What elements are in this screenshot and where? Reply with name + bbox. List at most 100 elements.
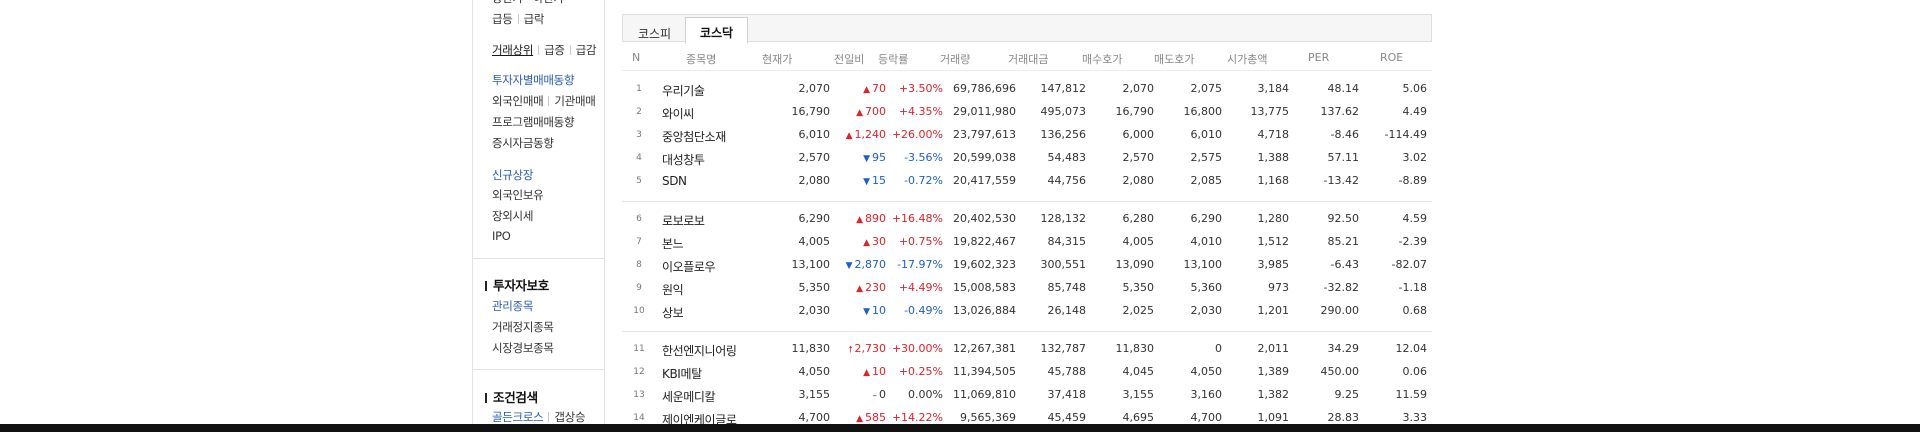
header-rate: 등락률 xyxy=(878,53,909,66)
bid-price: 2,570 xyxy=(1122,151,1155,164)
tab-kospi[interactable]: 코스피 xyxy=(637,27,672,41)
roe: -8.89 xyxy=(1398,174,1427,187)
volume-ranking-panel: 코스피 코스닥 N 종목명 현재가 전일비 등락률 거래량 거래대금 매수호가 매도호가 시가총액… xyxy=(622,0,1432,432)
ask-price: 16,800 xyxy=(1183,105,1223,118)
volume: 13,026,884 xyxy=(953,304,1016,317)
change-rate: -3.56% xyxy=(904,151,943,164)
stock-name[interactable]: 대성창투 xyxy=(662,153,705,167)
change-rate: +4.35% xyxy=(898,105,943,118)
row-number: 11 xyxy=(633,344,645,354)
stock-name[interactable]: 이오플로우 xyxy=(662,260,716,274)
per: -32.82 xyxy=(1323,281,1359,294)
stock-name[interactable]: 상보 xyxy=(662,306,684,320)
stock-name[interactable]: 중앙첨단소재 xyxy=(662,130,726,144)
stock-name[interactable]: 우리기술 xyxy=(662,84,705,98)
sidebar-item-rise[interactable]: 급등 xyxy=(492,12,513,26)
sidebar-item-otc-price[interactable]: 장외시세 xyxy=(492,209,534,223)
change-value: 2,730 xyxy=(854,342,887,355)
up-arrow-icon: ▲ xyxy=(856,284,863,294)
down-arrow-icon: ▼ xyxy=(863,307,870,317)
change-rate: -17.97% xyxy=(897,258,943,271)
row-number: 2 xyxy=(636,107,642,117)
change-value: 2,870 xyxy=(854,258,887,271)
tab-kosdaq[interactable]: 코스닥 xyxy=(685,17,748,44)
trade-amount: 44,756 xyxy=(1047,174,1087,187)
sidebar-item-new-listing[interactable]: 신규상장 xyxy=(492,168,534,182)
down-arrow-icon: ▼ xyxy=(845,261,853,271)
header-change: 전일비 xyxy=(834,53,865,66)
sidebar-item-program-trend[interactable]: 프로그램매매동향 xyxy=(492,115,575,129)
up-arrow-icon: ▲ xyxy=(845,131,853,141)
sidebar-item-market-warning[interactable]: 시장경보종목 xyxy=(492,341,554,355)
stock-name[interactable]: KBI메탈 xyxy=(662,367,702,381)
volume: 12,267,381 xyxy=(953,342,1016,355)
change-rate: +0.75% xyxy=(898,235,943,248)
group-divider xyxy=(622,201,1432,202)
per: 28.83 xyxy=(1327,411,1360,424)
volume: 69,786,696 xyxy=(953,82,1016,95)
market-cap: 1,168 xyxy=(1257,174,1290,187)
current-price: 4,050 xyxy=(798,365,831,378)
volume: 11,069,810 xyxy=(953,388,1016,401)
sidebar-item-managed[interactable]: 관리종목 xyxy=(492,299,534,313)
stock-name[interactable]: 로보로보 xyxy=(662,214,705,228)
bid-price: 2,025 xyxy=(1122,304,1155,317)
current-price: 16,790 xyxy=(791,105,831,118)
per: 57.11 xyxy=(1327,151,1360,164)
sidebar-item-volume-surge[interactable]: 급증 xyxy=(544,43,565,57)
per: 290.00 xyxy=(1320,304,1360,317)
sidebar-section-investor-protection: 투자자보호 xyxy=(485,275,549,294)
market-cap: 3,184 xyxy=(1257,82,1290,95)
bid-price: 4,005 xyxy=(1122,235,1155,248)
current-price: 3,155 xyxy=(798,388,831,401)
change: ▲ 30 xyxy=(830,235,886,248)
sidebar-item-foreign-trade[interactable]: 외국인매매 xyxy=(492,94,544,108)
change: ▲ 230 xyxy=(830,281,886,294)
per: 137.62 xyxy=(1320,105,1360,118)
roe: -2.39 xyxy=(1398,235,1427,248)
stock-name[interactable]: SDN xyxy=(662,174,687,188)
left-sidebar: 상한가 · 하한가 급등 급락 거래상위 급증 급감 투자자별매매동향 외국인매매 기관… xyxy=(472,0,605,432)
per: 9.25 xyxy=(1334,388,1360,401)
roe: 11.59 xyxy=(1395,388,1428,401)
sidebar-section-condition-search: 조건검색 xyxy=(485,387,538,406)
sidebar-item-volume-top[interactable]: 거래상위 xyxy=(492,43,534,57)
per: 85.21 xyxy=(1327,235,1360,248)
stock-name[interactable]: 세운메디칼 xyxy=(662,390,716,404)
down-arrow-icon: ▼ xyxy=(863,177,870,187)
sidebar-item-gap-up[interactable]: 갭상승 xyxy=(554,410,586,424)
sidebar-item-suspended[interactable]: 거래정지종목 xyxy=(492,320,554,334)
sidebar-item-upper-lower-limit[interactable]: 상한가 · 하한가 xyxy=(492,0,564,6)
sidebar-item-golden-cross[interactable]: 골든크로스 xyxy=(492,410,544,424)
sidebar-item-fall[interactable]: 급락 xyxy=(523,12,545,26)
stock-name[interactable]: 한선엔지니어링 xyxy=(662,344,737,358)
bid-price: 4,045 xyxy=(1122,365,1155,378)
volume: 19,602,323 xyxy=(953,258,1016,271)
change-rate: +0.25% xyxy=(898,365,943,378)
market-cap: 4,718 xyxy=(1257,128,1290,141)
sidebar-item-volume-drop[interactable]: 급감 xyxy=(575,43,597,57)
sidebar-item-foreign-holding[interactable]: 외국인보유 xyxy=(492,188,544,202)
change-rate: +26.00% xyxy=(891,128,943,141)
sidebar-item-institution-trade[interactable]: 기관매매 xyxy=(554,94,596,108)
volume: 20,599,038 xyxy=(953,151,1016,164)
row-number: 12 xyxy=(633,367,645,377)
row-number: 1 xyxy=(636,84,642,94)
market-cap: 1,201 xyxy=(1257,304,1290,317)
change-value: 95 xyxy=(872,151,886,164)
stock-name[interactable]: 제이엔케이글로 xyxy=(662,413,737,427)
current-price: 4,700 xyxy=(798,411,831,424)
ask-price: 4,010 xyxy=(1190,235,1223,248)
sidebar-item-deposit-trend[interactable]: 증시자금동향 xyxy=(492,136,554,150)
stock-name[interactable]: 와이씨 xyxy=(662,107,694,121)
roe: 4.49 xyxy=(1402,105,1428,118)
group-divider xyxy=(622,331,1432,332)
sidebar-item-ipo[interactable]: IPO xyxy=(492,229,511,243)
stock-name[interactable]: 원익 xyxy=(662,283,684,297)
up-arrow-icon: ▲ xyxy=(863,368,870,378)
sidebar-item-investor-trend[interactable]: 투자자별매매동향 xyxy=(492,73,575,87)
change: ▼ 2,870 xyxy=(830,258,886,271)
bid-price: 13,090 xyxy=(1115,258,1155,271)
market-cap: 3,985 xyxy=(1257,258,1290,271)
stock-name[interactable]: 본느 xyxy=(662,237,684,251)
